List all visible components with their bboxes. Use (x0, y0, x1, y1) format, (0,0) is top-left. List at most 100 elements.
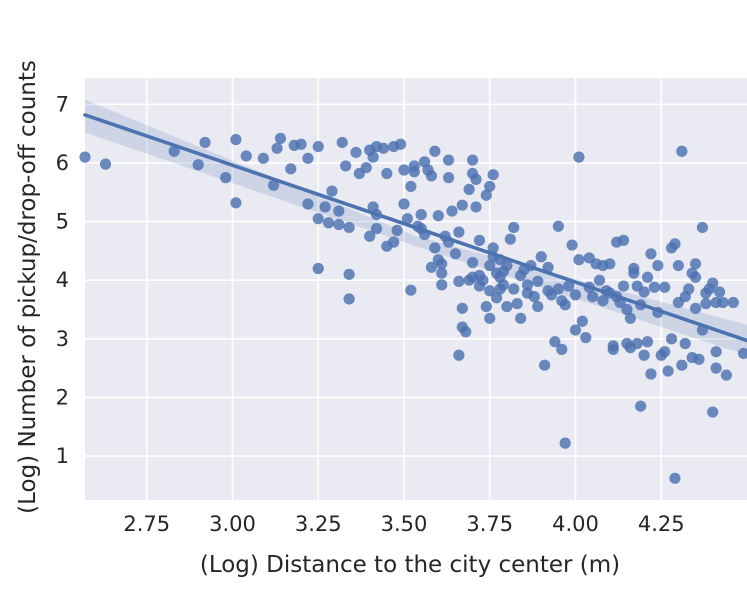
data-point (470, 173, 482, 185)
data-point (199, 136, 211, 149)
data-point (689, 258, 702, 270)
y-tick-label: 7 (56, 92, 69, 116)
data-point (539, 359, 551, 371)
data-point (394, 138, 407, 150)
data-point (333, 218, 345, 231)
data-point (710, 346, 722, 358)
data-point (659, 346, 671, 358)
data-point (405, 180, 417, 193)
data-point (621, 303, 633, 316)
data-point (700, 298, 712, 310)
data-point (429, 145, 441, 157)
data-point (442, 172, 455, 184)
data-point (377, 142, 390, 154)
data-point (220, 172, 232, 184)
data-point (676, 359, 688, 371)
data-point (597, 295, 609, 307)
data-point (370, 223, 383, 235)
data-point (710, 362, 722, 374)
data-point (460, 326, 472, 338)
regression-line-layer (83, 113, 747, 343)
data-point (484, 285, 496, 297)
x-tick-label: 4.25 (638, 512, 685, 536)
data-point (648, 281, 660, 293)
data-point (343, 293, 355, 305)
data-point (672, 259, 684, 272)
data-point (271, 142, 283, 154)
y-tick-label: 6 (56, 151, 69, 175)
data-point (268, 179, 280, 191)
data-point (696, 221, 709, 234)
y-tick-label: 4 (56, 268, 69, 292)
data-point (563, 280, 575, 292)
data-point (511, 298, 523, 310)
data-point (552, 220, 564, 232)
data-point (466, 154, 479, 166)
data-point (638, 286, 650, 298)
data-point (713, 286, 726, 298)
data-point (504, 233, 516, 245)
data-point (425, 261, 438, 273)
data-point (477, 274, 489, 286)
data-point (576, 315, 588, 327)
data-point (556, 343, 568, 355)
data-point (641, 336, 654, 348)
data-point (230, 197, 242, 209)
data-point (641, 271, 654, 283)
x-tick-label: 3.75 (466, 512, 513, 536)
x-tick-label: 3.25 (295, 512, 342, 536)
regression-line (83, 113, 747, 343)
data-point (521, 279, 534, 291)
data-point (79, 151, 91, 163)
data-point (429, 242, 441, 254)
data-point (319, 201, 331, 213)
data-point (737, 347, 747, 360)
data-point (99, 158, 112, 170)
data-point (230, 133, 242, 146)
data-point (408, 160, 420, 172)
data-point (679, 337, 691, 350)
data-point (340, 160, 352, 172)
data-point (635, 400, 647, 412)
data-point (717, 296, 729, 309)
data-point (689, 271, 702, 283)
data-points (79, 132, 747, 484)
data-point (484, 180, 496, 193)
data-point (336, 136, 348, 149)
x-tick-label: 4.00 (552, 512, 599, 536)
data-point (727, 296, 739, 309)
data-point (484, 312, 496, 324)
data-point (381, 167, 393, 180)
data-point (364, 230, 376, 242)
data-point (580, 332, 592, 344)
data-point (312, 140, 324, 153)
data-point (669, 472, 681, 484)
confidence-band-layer (85, 99, 747, 356)
data-point (689, 302, 702, 314)
data-point (515, 312, 527, 324)
data-point (484, 259, 496, 272)
data-point (343, 221, 355, 234)
data-point (569, 289, 582, 301)
data-point (676, 145, 688, 157)
data-point (405, 284, 417, 296)
data-point (326, 185, 338, 197)
data-point (312, 213, 324, 225)
data-point (168, 145, 180, 157)
data-point (415, 208, 427, 221)
data-point (442, 154, 455, 166)
data-point (453, 226, 465, 238)
data-point (638, 349, 650, 361)
data-point (652, 259, 664, 272)
data-point (683, 283, 695, 295)
data-point (240, 150, 252, 162)
data-point (628, 267, 640, 279)
data-point (549, 336, 561, 348)
data-point (432, 210, 444, 222)
y-tick-label: 5 (56, 210, 69, 234)
data-point (274, 132, 287, 144)
data-point (707, 277, 719, 289)
data-point (707, 406, 719, 418)
y-tick-label: 3 (56, 327, 69, 351)
